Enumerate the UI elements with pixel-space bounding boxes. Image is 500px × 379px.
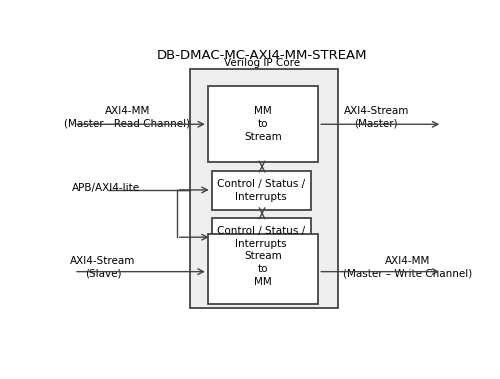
Bar [190,69,338,308]
Bar [212,218,310,257]
Text: Verilog IP Core: Verilog IP Core [224,58,300,68]
Bar [208,86,318,162]
Text: DB-DMAC-MC-AXI4-MM-STREAM: DB-DMAC-MC-AXI4-MM-STREAM [157,49,368,62]
Text: AXI4-Stream
(Master): AXI4-Stream (Master) [344,106,409,128]
Text: AXI4-MM
(Master – Write Channel): AXI4-MM (Master – Write Channel) [344,256,472,279]
Text: MM
to
Stream: MM to Stream [244,106,282,143]
Text: Stream
to
MM: Stream to MM [244,251,282,287]
Bar [212,171,310,210]
Text: Control / Status /
Interrupts: Control / Status / Interrupts [217,226,305,249]
Text: Control / Status /
Interrupts: Control / Status / Interrupts [217,179,305,202]
Text: AXI4-MM
(Master - Read Channel): AXI4-MM (Master - Read Channel) [64,106,190,128]
Text: APB/AXI4-lite: APB/AXI4-lite [72,183,140,193]
Text: AXI4-Stream
(Slave): AXI4-Stream (Slave) [70,256,136,279]
Bar [208,234,318,304]
